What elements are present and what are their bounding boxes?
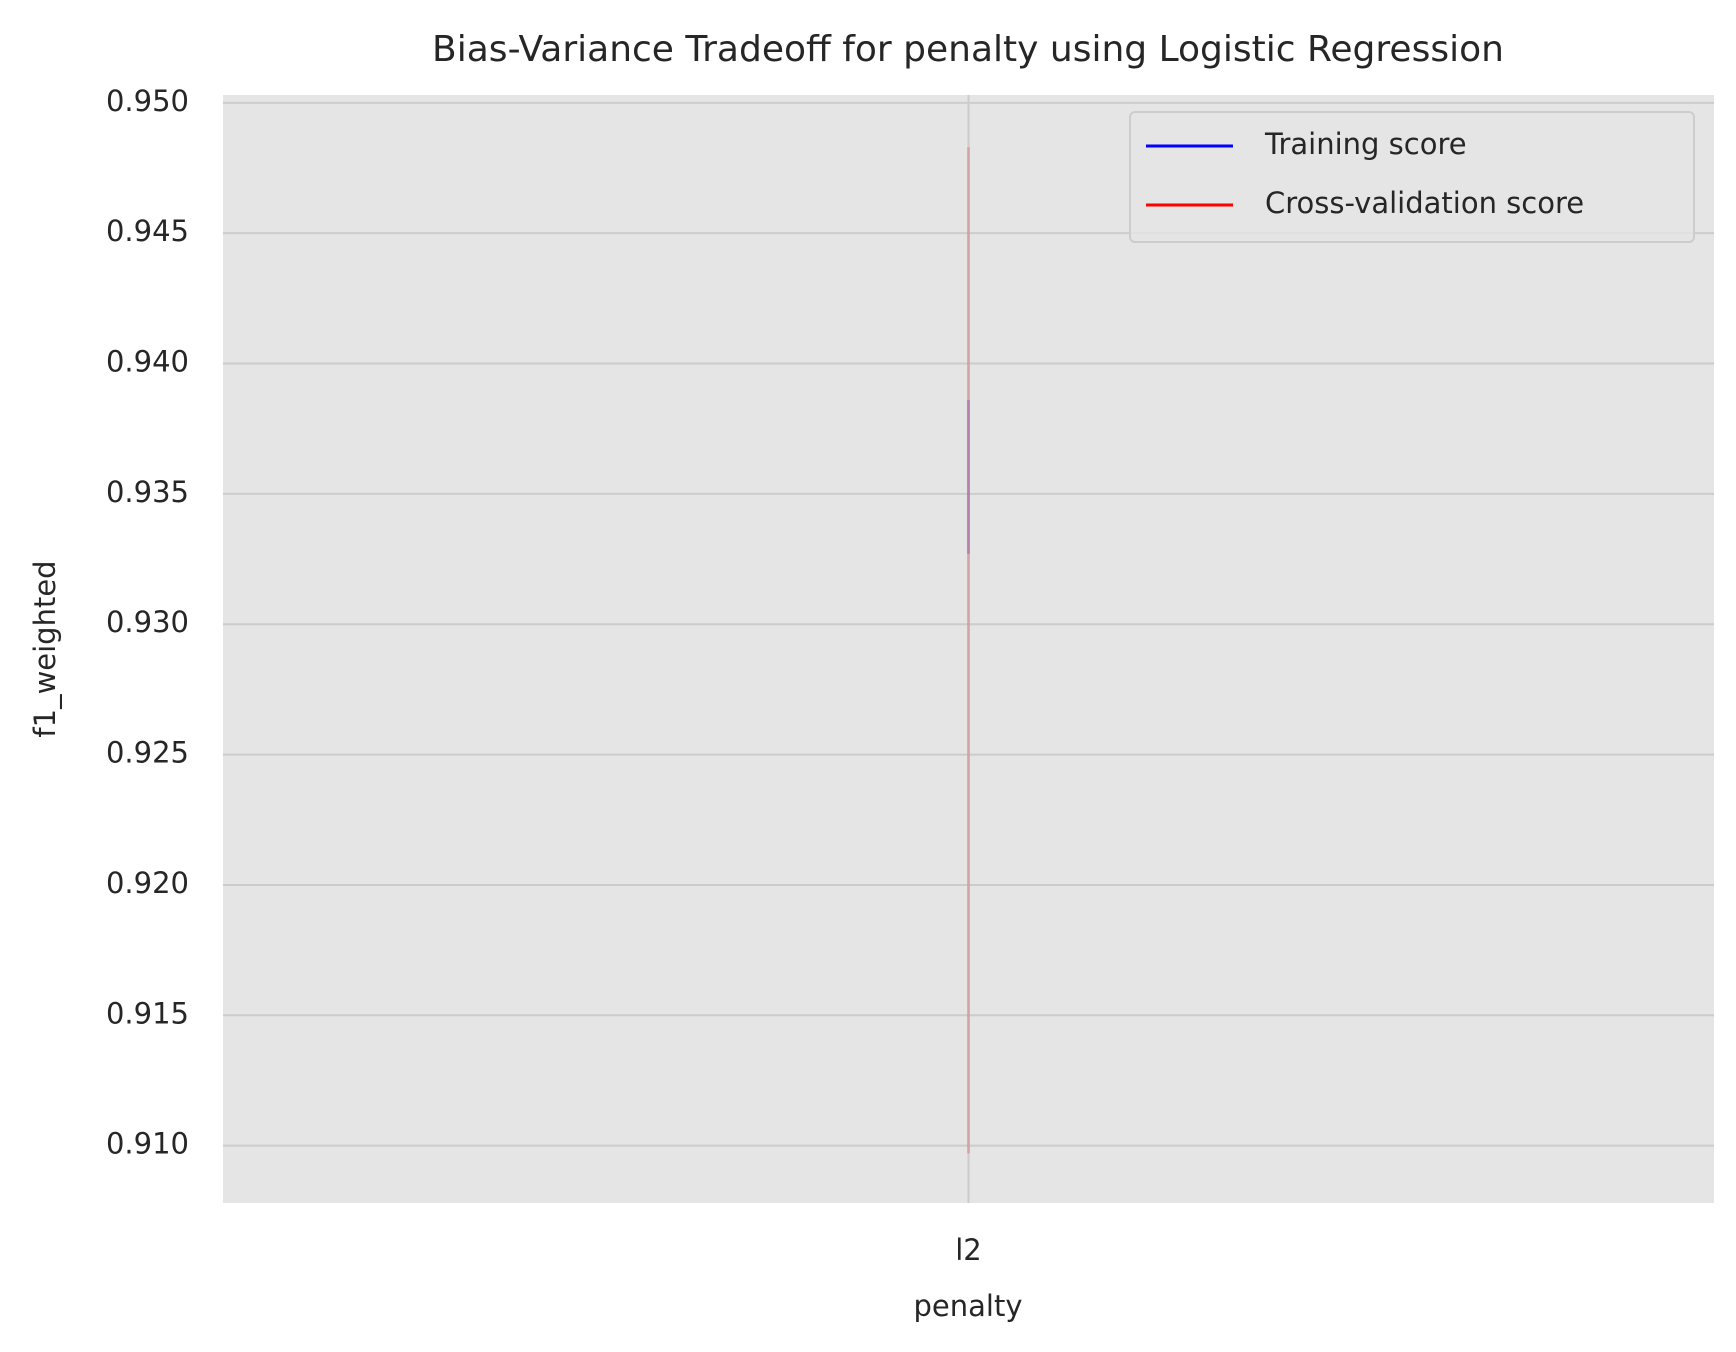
legend-label: Cross-validation score [1265,186,1584,220]
y-tick-label: 0.935 [106,475,189,509]
marks [967,147,970,1154]
y-tick-label: 0.920 [106,866,189,900]
y-tick-label: 0.945 [106,214,189,248]
y-tick-label: 0.915 [106,996,189,1030]
band [967,147,970,1154]
band [967,400,970,554]
y-tick-label: 0.950 [106,84,189,118]
y-axis-label: f1_weighted [28,560,62,737]
legend-label: Training score [1264,127,1467,161]
y-tick-label: 0.910 [106,1127,189,1161]
grid: 0.910 0.915 0.920 0.925 0.930 0.935 0.940 0.945… [106,84,1714,1267]
y-tick-label: 0.925 [106,736,189,770]
y-tick-label: 0.930 [106,605,189,639]
x-axis-label: penalty [914,1289,1023,1323]
chart-title: Bias-Variance Tradeoff for penalty using… [432,29,1504,70]
y-tick-label: 0.940 [106,345,189,379]
legend: Training score Cross-validation score [1129,111,1695,243]
legend-box [1129,111,1695,243]
x-tick-label: l2 [955,1233,982,1267]
